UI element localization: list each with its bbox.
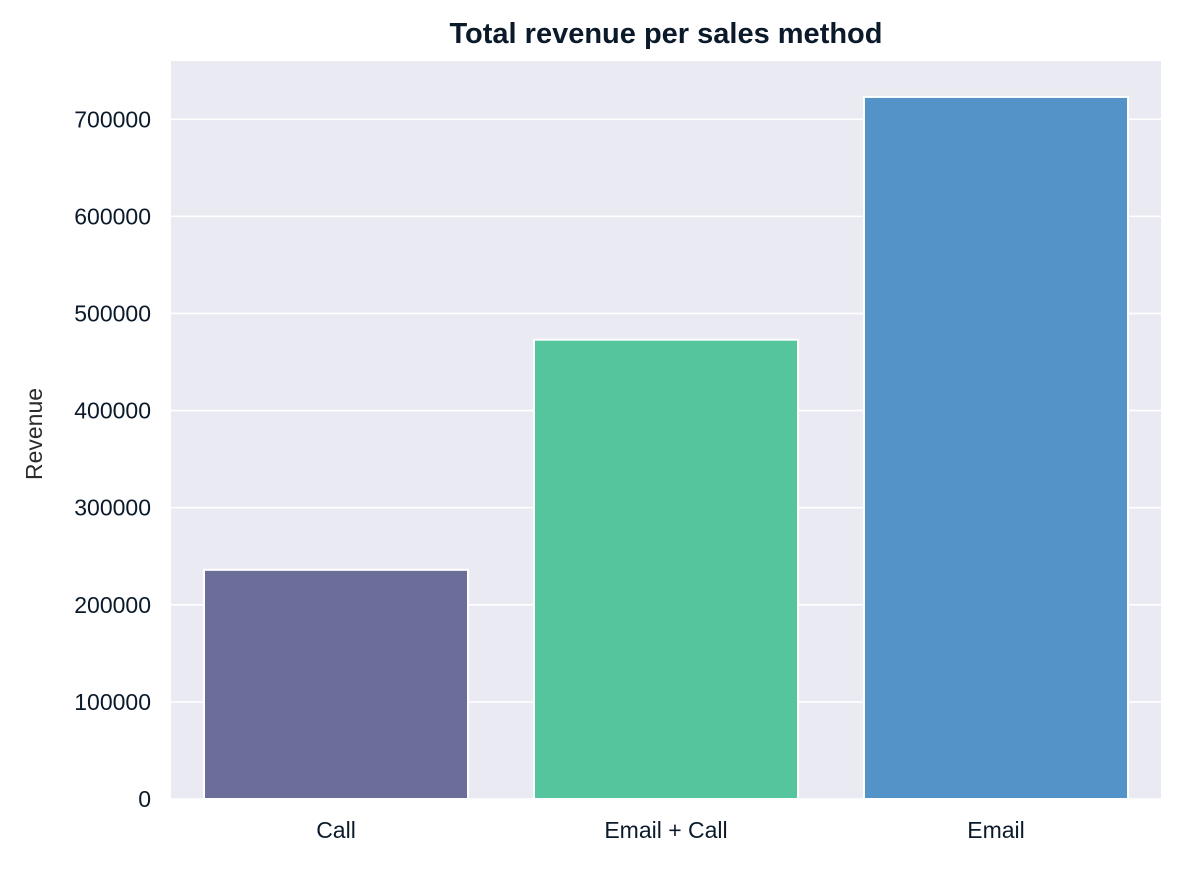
y-tick-label: 300000 (74, 495, 151, 521)
bars (203, 95, 1129, 801)
bar-call (203, 568, 469, 801)
x-tick-label: Call (316, 817, 356, 843)
y-tick-label: 100000 (74, 689, 151, 715)
chart-title: Total revenue per sales method (450, 18, 883, 50)
x-axis-ticks: Call Email + Call Email (316, 817, 1025, 843)
x-tick-label: Email + Call (604, 817, 727, 843)
y-tick-label: 500000 (74, 300, 151, 326)
y-tick-label: 200000 (74, 592, 151, 618)
y-tick-label: 400000 (74, 398, 151, 424)
y-axis-ticks: 0 100000 200000 300000 400000 500000 600000 700… (74, 106, 151, 812)
y-tick-label: 600000 (74, 203, 151, 229)
y-tick-label: 700000 (74, 106, 151, 132)
x-tick-label: Email (967, 817, 1025, 843)
y-tick-label: 0 (138, 786, 151, 812)
bar-email (863, 95, 1129, 800)
y-axis-label: Revenue (21, 388, 47, 480)
bar-email-call (533, 338, 799, 800)
